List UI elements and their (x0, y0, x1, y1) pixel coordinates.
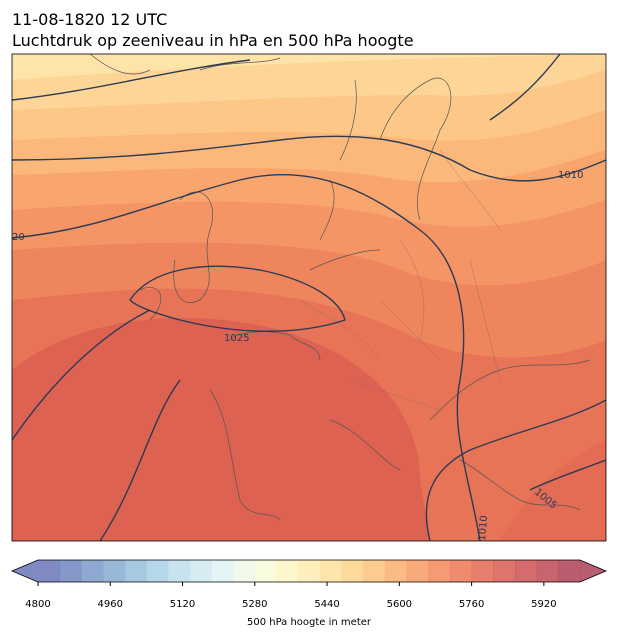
colorbar-bin (168, 560, 191, 582)
colorbar-tick-label: 5280 (242, 599, 267, 610)
colorbar-extend (580, 560, 606, 582)
contour-label: 1010 (558, 170, 583, 181)
colorbar-tick-label: 5760 (459, 599, 484, 610)
colorbar-tick-label: 5440 (314, 599, 339, 610)
map-frame (11, 53, 607, 542)
colorbar-bin (103, 560, 126, 582)
colorbar-bin (211, 560, 234, 582)
colorbar-outline (10, 559, 608, 583)
colorbar-bin (406, 560, 429, 582)
colorbar-bin (363, 560, 386, 582)
colorbar-bin (536, 560, 559, 582)
colorbar-bin (146, 560, 169, 582)
colorbar-bin (59, 560, 82, 582)
colorbar-bin (254, 560, 277, 582)
colorbar-tick-label: 4800 (25, 599, 50, 610)
colorbar: 4800 4960 5120 5280 5440 5600 5760 5920 (10, 559, 608, 610)
colorbar-bin (38, 560, 61, 582)
map: 1010 20 1025 1005 1010 (12, 54, 606, 541)
colorbar-extend (12, 560, 38, 582)
colorbar-tick-label: 5920 (531, 599, 556, 610)
colorbar-tick-label: 4960 (98, 599, 123, 610)
colorbar-tick-label: 5600 (387, 599, 412, 610)
title-line-2: Luchtdruk op zeeniveau in hPa en 500 hPa… (12, 31, 414, 50)
colorbar-bin (471, 560, 494, 582)
colorbar-bin (558, 560, 581, 582)
colorbar-bin (233, 560, 256, 582)
contour-label: 20 (12, 232, 25, 243)
colorbar-bin (319, 560, 343, 582)
colorbar-label: 500 hPa hoogte in meter (247, 617, 372, 628)
contour-label: 1025 (224, 333, 249, 344)
title-line-1: 11-08-1820 12 UTC (12, 10, 167, 29)
colorbar-bin (124, 560, 147, 582)
colorbar-bin (189, 560, 212, 582)
colorbar-bin (276, 560, 299, 582)
colorbar-bin (384, 560, 408, 582)
contour-label: 1010 (477, 515, 490, 541)
colorbar-bin (298, 560, 321, 582)
colorbar-bin (493, 560, 516, 582)
colorbar-bin (428, 560, 451, 582)
colorbar-bin (341, 560, 364, 582)
colorbar-tick-label: 5120 (170, 599, 195, 610)
colorbar-bin (514, 560, 538, 582)
colorbar-bin (449, 560, 473, 582)
colorbar-bin (81, 560, 104, 582)
